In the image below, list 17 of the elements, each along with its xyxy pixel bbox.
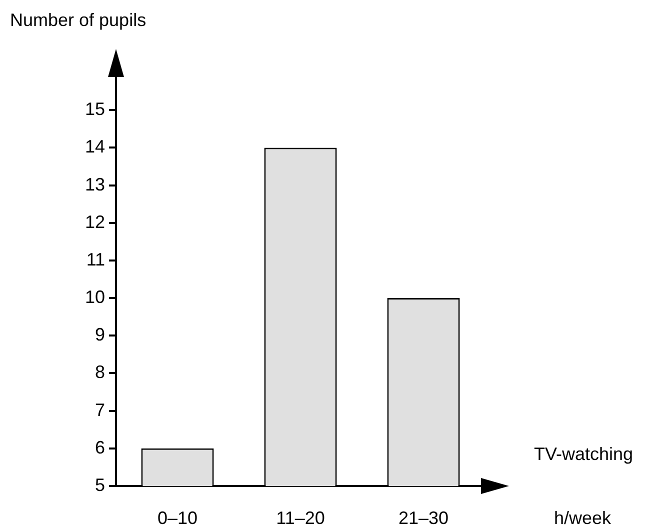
x-tick-label: 21–30 bbox=[398, 508, 449, 528]
y-tick-label: 5 bbox=[94, 474, 105, 495]
y-tick-label: 8 bbox=[94, 362, 105, 382]
x-tick-label: 0–10 bbox=[157, 508, 198, 528]
y-axis-title: Number of pupils bbox=[10, 10, 146, 31]
x-tick-label: 11–20 bbox=[276, 508, 325, 528]
y-tick-label: 11 bbox=[86, 249, 105, 270]
y-tick-label: 9 bbox=[94, 324, 105, 345]
y-tick-label: 6 bbox=[94, 437, 105, 458]
y-tick-label: 14 bbox=[84, 136, 105, 157]
text: h/week bbox=[554, 508, 612, 529]
y-tick-label: 15 bbox=[84, 99, 105, 120]
y-tick-label: 7 bbox=[94, 400, 105, 420]
y-tick-label: 12 bbox=[84, 212, 105, 232]
y-tick-label: 10 bbox=[84, 287, 105, 308]
y-tick-label: 13 bbox=[84, 174, 105, 194]
x-axis-title: TV-watching bbox=[534, 444, 634, 465]
